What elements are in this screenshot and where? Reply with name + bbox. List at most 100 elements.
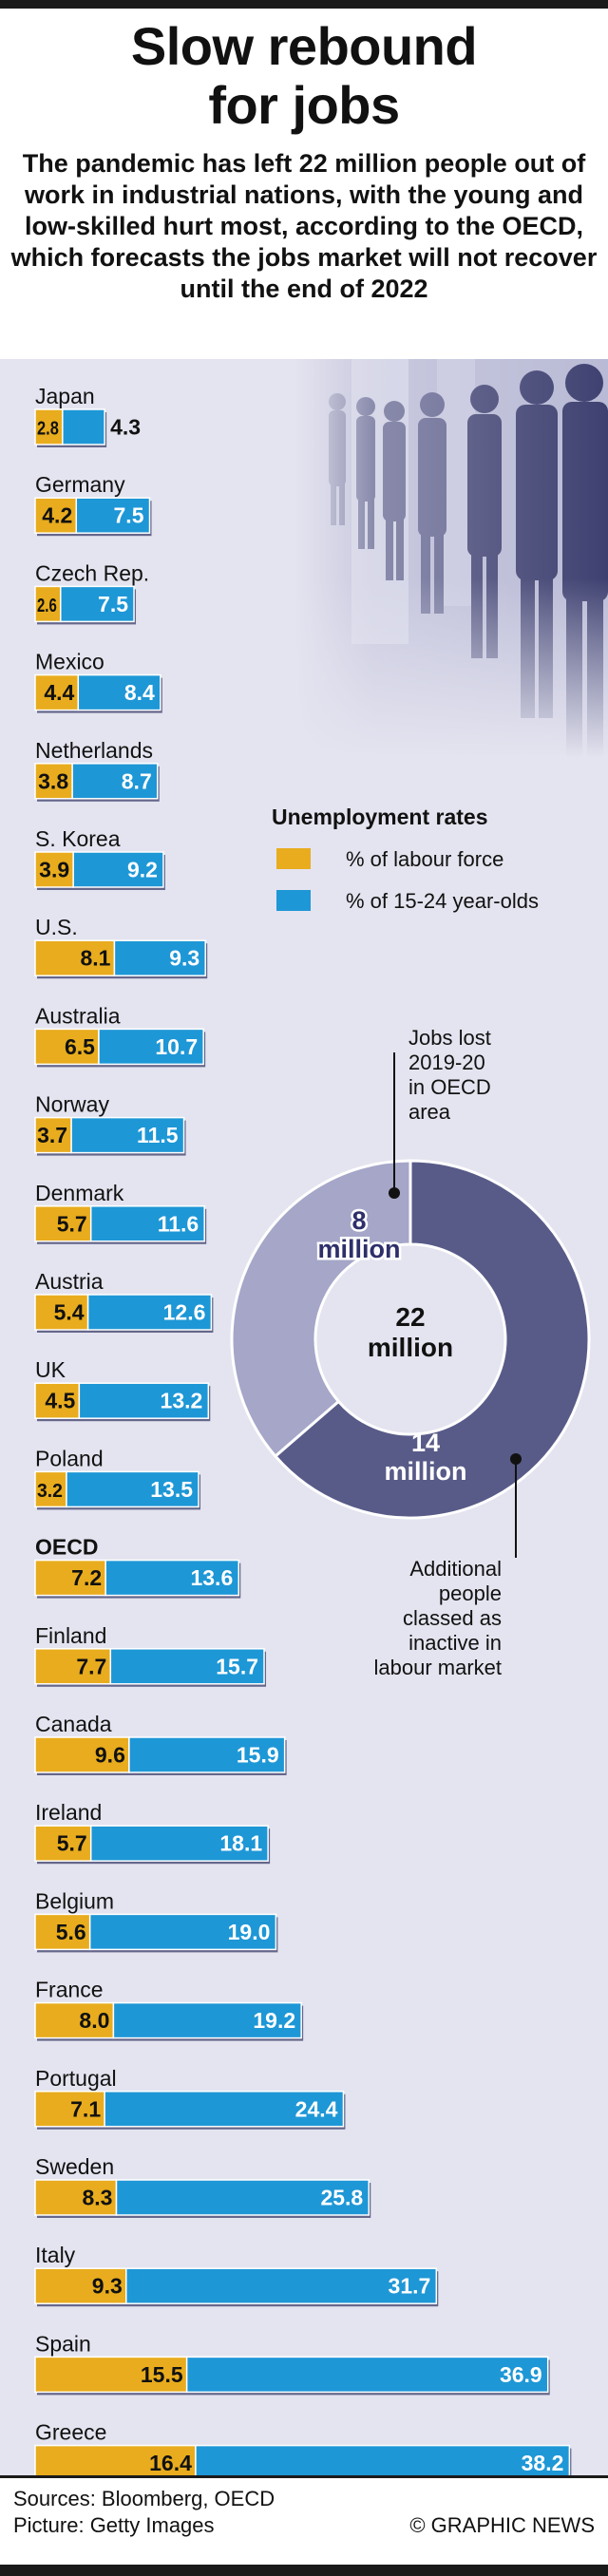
value-youth: 11.6 (158, 1211, 200, 1236)
bar-labour (34, 939, 116, 976)
value-youth: 15.7 (216, 1654, 258, 1678)
bar-labour (34, 497, 78, 534)
value-youth: 7.5 (114, 503, 144, 528)
value-youth: 8.4 (124, 680, 155, 705)
value-youth: 25.8 (320, 2186, 363, 2210)
bar-group-denmark: Denmark 5.7 11.6 (34, 1181, 207, 1244)
bar-group-germany: Germany 4.2 7.5 (34, 472, 152, 537)
category-label: Australia (35, 1003, 121, 1028)
bar-group-s-korea: S. Korea 3.9 9.2 (34, 826, 165, 890)
value-labour: 15.5 (141, 2362, 183, 2387)
category-label: Germany (35, 472, 125, 497)
value-youth: 7.5 (98, 592, 128, 616)
bar-youth (113, 939, 206, 976)
annotation-inactive-1: Additional (409, 1557, 502, 1581)
bar-group-poland: Poland 3.2 13.5 (34, 1446, 201, 1510)
category-label: Ireland (35, 1800, 102, 1825)
category-label: Belgium (35, 1888, 114, 1913)
category-label: UK (35, 1357, 66, 1382)
donut-label-inactive-unit: million (385, 1457, 467, 1486)
value-labour: 8.1 (80, 946, 110, 971)
value-youth: 15.9 (237, 1743, 279, 1768)
bar-labour (34, 1559, 106, 1597)
bar-youth (72, 851, 164, 888)
bar-labour (34, 2356, 188, 2394)
bar-group-spain: Spain 15.5 36.9 (34, 2331, 550, 2396)
category-label: Italy (35, 2243, 76, 2267)
legend-swatch-labour (276, 848, 311, 869)
value-youth: 18.1 (219, 1831, 262, 1856)
bar-group-australia: Australia 6.5 10.7 (34, 1003, 206, 1068)
picture-credit: Picture: Getty Images (13, 2513, 215, 2537)
bar-youth (128, 1736, 286, 1773)
legend-title: Unemployment rates (272, 805, 488, 829)
value-labour: 5.6 (56, 1920, 86, 1944)
value-youth: 13.2 (161, 1389, 203, 1413)
value-youth: 31.7 (389, 2274, 431, 2299)
legend-swatch-youth (276, 890, 311, 911)
value-youth: 9.3 (169, 946, 200, 971)
bar-youth (104, 2091, 345, 2128)
donut-chart: 22 million 8 million 14 million Jobs los… (230, 1026, 591, 1679)
donut-slice-jobs-lost (230, 1159, 412, 1459)
value-labour: 16.4 (149, 2451, 192, 2475)
bar-group-portugal: Portugal 7.1 24.4 (34, 2066, 346, 2130)
bar-youth (112, 2001, 302, 2039)
value-labour: 9.3 (92, 2274, 123, 2299)
bar-youth (60, 585, 135, 623)
value-labour: 3.2 (37, 1481, 63, 1502)
donut-center-value: 22 (395, 1302, 425, 1332)
category-label: Austria (35, 1269, 104, 1294)
bar-labour (34, 1736, 130, 1773)
donut-slice-inactive (273, 1159, 591, 1520)
annotation-inactive-5: labour market (373, 1656, 502, 1679)
bar-labour (34, 851, 74, 888)
donut-label-lost-unit: million (318, 1235, 401, 1263)
graphic-news-credit: © GRAPHIC NEWS (409, 2513, 595, 2537)
legend: Unemployment rates % of labour force % o… (272, 805, 539, 913)
bar-group-france: France 8.0 19.2 (34, 1978, 304, 2041)
bar-labour (34, 2267, 127, 2304)
value-youth: 12.6 (163, 1300, 206, 1325)
bar-group-belgium: Belgium 5.6 19.0 (34, 1888, 278, 1953)
annotation-inactive-2: people (439, 1582, 502, 1605)
value-youth: 9.2 (127, 858, 158, 882)
bar-youth (70, 1116, 185, 1154)
legend-label-labour: % of labour force (346, 847, 504, 871)
value-labour: 5.7 (57, 1211, 87, 1236)
value-youth: 4.3 (110, 415, 141, 440)
bar-youth (89, 1825, 269, 1862)
bar-youth (77, 673, 162, 711)
bar-group-finland: Finland 7.7 15.7 (34, 1623, 267, 1687)
category-label: Mexico (35, 650, 104, 674)
annotation-lost-4: area (408, 1100, 451, 1124)
value-youth: 19.2 (253, 2008, 295, 2033)
bar-youth (98, 1028, 204, 1066)
bar-group-canada: Canada 9.6 15.9 (34, 1712, 287, 1775)
subtitle: The pandemic has left 22 million people … (10, 149, 598, 303)
bar-labour (34, 2091, 105, 2128)
bar-group-sweden: Sweden 8.3 25.8 (34, 2154, 371, 2218)
value-labour: 3.7 (37, 1123, 67, 1147)
category-label: Poland (35, 1446, 104, 1470)
value-youth: 36.9 (500, 2362, 542, 2387)
bar-youth (62, 408, 105, 445)
bar-youth (185, 2356, 549, 2394)
bar-youth (78, 1382, 210, 1419)
value-youth: 38.2 (522, 2451, 564, 2475)
bar-youth (104, 1559, 239, 1597)
bar-labour (34, 1913, 91, 1951)
bar-labour (34, 1382, 81, 1419)
bar-group-mexico: Mexico 4.4 8.4 (34, 650, 162, 713)
category-label: Finland (35, 1623, 106, 1648)
bar-youth (88, 1913, 277, 1951)
value-youth: 24.4 (295, 2096, 338, 2121)
bar-group-u-s: U.S.8.1 9.3 (34, 915, 208, 979)
legend-label-youth: % of 15-24 year-olds (346, 889, 539, 913)
value-labour: 3.9 (39, 858, 69, 882)
value-labour: 7.7 (76, 1654, 106, 1678)
bar-youth (115, 2179, 370, 2216)
annotation-lost-3: in OECD (408, 1075, 491, 1099)
bar-youth (89, 1205, 205, 1242)
bar-group-norway: Norway 3.7 11.5 (34, 1092, 186, 1156)
